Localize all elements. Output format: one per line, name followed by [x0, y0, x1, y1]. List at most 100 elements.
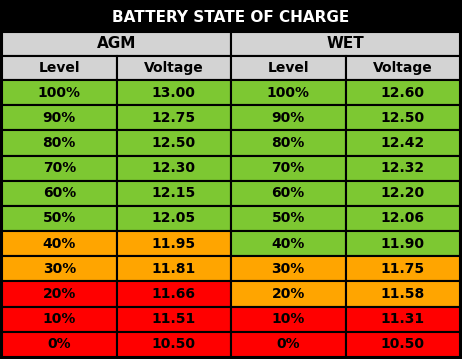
Bar: [346, 105, 460, 130]
Bar: [116, 56, 231, 80]
Bar: [346, 281, 460, 307]
Text: 80%: 80%: [272, 136, 305, 150]
Text: 40%: 40%: [272, 237, 305, 251]
Bar: [116, 256, 231, 281]
Text: 70%: 70%: [43, 161, 76, 175]
Text: BATTERY STATE OF CHARGE: BATTERY STATE OF CHARGE: [112, 9, 350, 24]
Text: 11.90: 11.90: [381, 237, 425, 251]
Text: 100%: 100%: [267, 85, 310, 99]
Bar: [231, 105, 346, 130]
Text: 12.15: 12.15: [152, 186, 196, 200]
Text: 11.81: 11.81: [152, 262, 196, 276]
Bar: [2, 155, 116, 181]
Text: 11.31: 11.31: [381, 312, 425, 326]
Text: 12.20: 12.20: [381, 186, 425, 200]
Text: 20%: 20%: [272, 287, 305, 301]
Text: 60%: 60%: [272, 186, 305, 200]
Text: 90%: 90%: [272, 111, 305, 125]
Text: 11.75: 11.75: [381, 262, 425, 276]
Bar: [346, 332, 460, 357]
Bar: [2, 130, 116, 155]
Bar: [116, 332, 231, 357]
Text: 50%: 50%: [43, 211, 76, 225]
Bar: [346, 181, 460, 206]
Text: 10.50: 10.50: [381, 337, 425, 351]
Text: 100%: 100%: [38, 85, 81, 99]
Bar: [2, 281, 116, 307]
Text: Level: Level: [267, 61, 309, 75]
Bar: [2, 332, 116, 357]
Bar: [2, 206, 116, 231]
Bar: [346, 307, 460, 332]
Bar: [346, 155, 460, 181]
Bar: [231, 256, 346, 281]
Bar: [231, 281, 346, 307]
Bar: [116, 130, 231, 155]
Text: 10%: 10%: [43, 312, 76, 326]
Bar: [231, 155, 346, 181]
Bar: [231, 231, 346, 256]
Text: 13.00: 13.00: [152, 85, 196, 99]
Bar: [2, 2, 460, 32]
Bar: [346, 130, 460, 155]
Text: 10.50: 10.50: [152, 337, 196, 351]
Text: Voltage: Voltage: [373, 61, 432, 75]
Text: 0%: 0%: [48, 337, 71, 351]
Text: 30%: 30%: [272, 262, 305, 276]
Text: 50%: 50%: [272, 211, 305, 225]
Bar: [2, 56, 116, 80]
Bar: [116, 231, 231, 256]
Bar: [231, 181, 346, 206]
Text: 12.30: 12.30: [152, 161, 196, 175]
Bar: [2, 80, 116, 105]
Text: 12.50: 12.50: [381, 111, 425, 125]
Bar: [346, 56, 460, 80]
Bar: [116, 105, 231, 130]
Bar: [116, 206, 231, 231]
Text: Level: Level: [38, 61, 80, 75]
Bar: [231, 130, 346, 155]
Text: WET: WET: [327, 37, 365, 51]
Bar: [231, 206, 346, 231]
Bar: [346, 231, 460, 256]
Text: 0%: 0%: [276, 337, 300, 351]
Text: 12.50: 12.50: [152, 136, 196, 150]
Text: 80%: 80%: [43, 136, 76, 150]
Bar: [2, 307, 116, 332]
Text: 60%: 60%: [43, 186, 76, 200]
Text: 11.95: 11.95: [152, 237, 196, 251]
Text: 10%: 10%: [272, 312, 305, 326]
Bar: [2, 256, 116, 281]
Text: 12.75: 12.75: [152, 111, 196, 125]
Text: Voltage: Voltage: [144, 61, 204, 75]
Text: 11.58: 11.58: [381, 287, 425, 301]
Text: 12.06: 12.06: [381, 211, 425, 225]
Bar: [231, 56, 346, 80]
Bar: [346, 256, 460, 281]
Bar: [231, 80, 346, 105]
Text: AGM: AGM: [97, 37, 136, 51]
Text: 11.51: 11.51: [152, 312, 196, 326]
Bar: [231, 32, 460, 56]
Bar: [346, 80, 460, 105]
Bar: [116, 181, 231, 206]
Bar: [2, 181, 116, 206]
Bar: [2, 105, 116, 130]
Bar: [231, 307, 346, 332]
Bar: [231, 332, 346, 357]
Text: 30%: 30%: [43, 262, 76, 276]
Text: 12.42: 12.42: [381, 136, 425, 150]
Bar: [116, 307, 231, 332]
Bar: [2, 231, 116, 256]
Text: 11.66: 11.66: [152, 287, 196, 301]
Bar: [2, 32, 231, 56]
Text: 40%: 40%: [43, 237, 76, 251]
Bar: [116, 155, 231, 181]
Text: 12.05: 12.05: [152, 211, 196, 225]
Text: 20%: 20%: [43, 287, 76, 301]
Text: 12.32: 12.32: [381, 161, 425, 175]
Bar: [116, 281, 231, 307]
Text: 70%: 70%: [272, 161, 305, 175]
Bar: [116, 80, 231, 105]
Text: 90%: 90%: [43, 111, 76, 125]
